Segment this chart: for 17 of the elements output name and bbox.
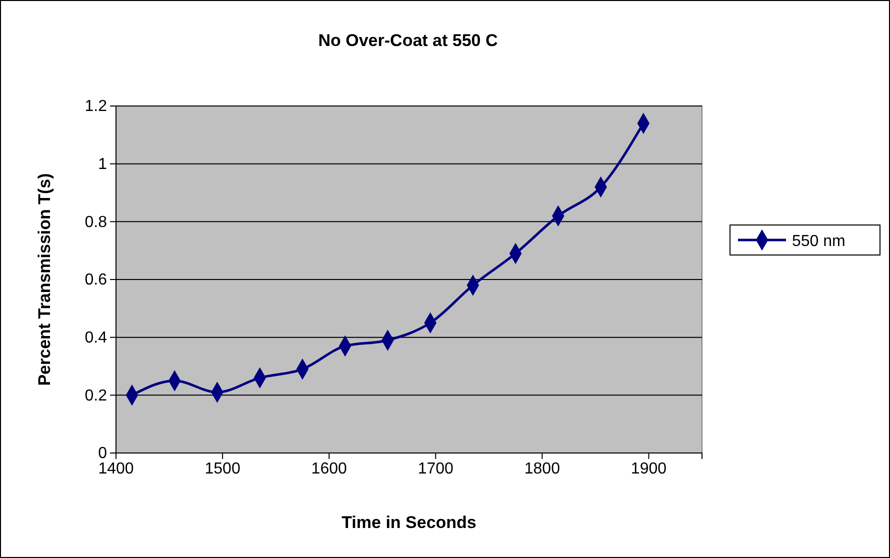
y-tick-label: 1.2 xyxy=(84,98,108,116)
x-axis-title: Time in Seconds xyxy=(342,513,476,532)
x-tick-label: 1600 xyxy=(311,460,347,478)
y-tick-label: 0.2 xyxy=(84,387,108,404)
x-tick-label: 1900 xyxy=(630,460,667,478)
y-tick-label: 0.8 xyxy=(84,214,108,231)
x-tick-label: 1500 xyxy=(204,460,240,478)
x-tick-label: 1400 xyxy=(98,460,134,478)
y-axis-title: Percent Transmission T(s) xyxy=(35,173,54,386)
x-tick-label: 1700 xyxy=(418,460,454,478)
y-tick-label: 1 xyxy=(98,156,108,173)
y-tick-label: 0 xyxy=(98,445,108,462)
y-tick-label: 0.6 xyxy=(84,272,108,289)
x-tick-label: 1800 xyxy=(524,460,560,478)
y-tick-label: 0.4 xyxy=(84,329,108,346)
legend-label: 550 nm xyxy=(792,233,846,250)
chart-title: No Over-Coat at 550 C xyxy=(318,31,498,50)
